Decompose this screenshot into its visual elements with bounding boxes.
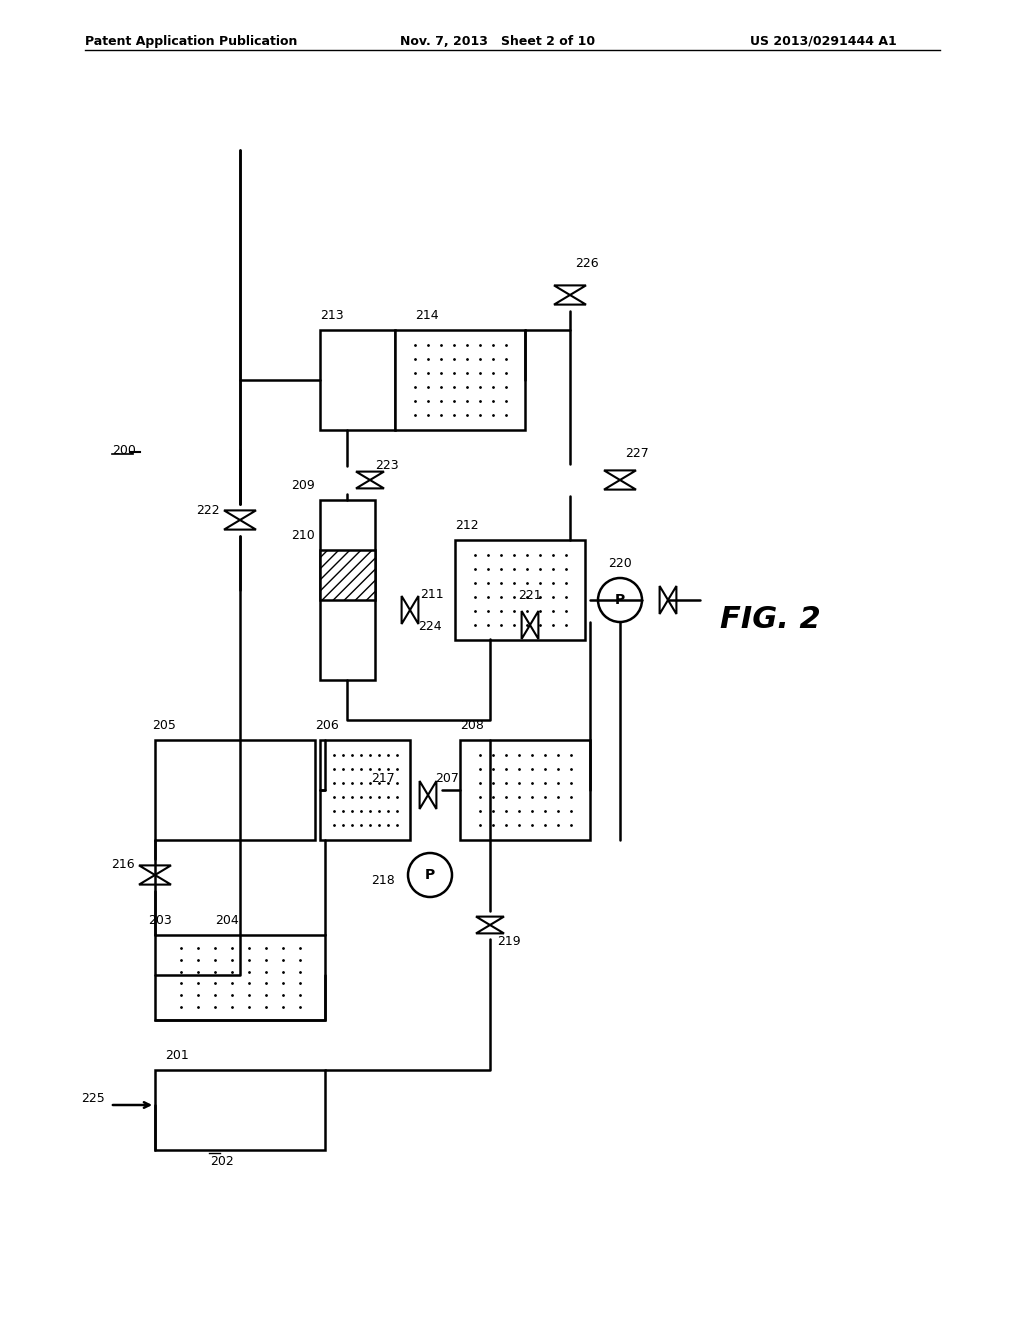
Text: 208: 208 [460, 719, 484, 733]
Text: Nov. 7, 2013   Sheet 2 of 10: Nov. 7, 2013 Sheet 2 of 10 [400, 36, 595, 48]
Text: 213: 213 [319, 309, 344, 322]
Text: 225: 225 [81, 1092, 105, 1105]
Polygon shape [356, 480, 384, 488]
Polygon shape [139, 866, 171, 875]
Polygon shape [604, 480, 636, 490]
Bar [395, 330, 525, 430]
Circle shape [408, 853, 452, 898]
Text: P: P [614, 593, 625, 607]
Text: 219: 219 [497, 935, 520, 948]
Text: 209: 209 [291, 479, 315, 492]
Text: FIG. 2: FIG. 2 [720, 606, 821, 635]
FancyBboxPatch shape [155, 741, 315, 840]
Polygon shape [224, 520, 256, 529]
Polygon shape [420, 781, 428, 809]
Polygon shape [476, 925, 504, 933]
Text: 207: 207 [435, 772, 459, 785]
Text: 227: 227 [625, 447, 649, 459]
Polygon shape [410, 597, 419, 624]
Polygon shape [224, 511, 256, 520]
Text: 222: 222 [197, 503, 220, 516]
Bar [155, 935, 325, 1020]
Text: 218: 218 [372, 874, 395, 887]
Polygon shape [428, 781, 436, 809]
Text: 204: 204 [215, 913, 239, 927]
Text: 201: 201 [165, 1049, 188, 1063]
Text: 221: 221 [518, 589, 542, 602]
Polygon shape [554, 285, 586, 294]
Text: 205: 205 [152, 719, 176, 733]
Circle shape [598, 578, 642, 622]
Polygon shape [476, 916, 504, 925]
Text: 212: 212 [455, 519, 478, 532]
Text: 211: 211 [420, 587, 443, 601]
Polygon shape [604, 470, 636, 480]
FancyBboxPatch shape [319, 550, 375, 601]
Text: US 2013/0291444 A1: US 2013/0291444 A1 [750, 36, 897, 48]
FancyBboxPatch shape [319, 330, 395, 430]
Text: 202: 202 [210, 1155, 233, 1168]
Text: 200: 200 [112, 444, 136, 457]
Text: 216: 216 [112, 858, 135, 871]
Polygon shape [139, 875, 171, 884]
Text: 226: 226 [575, 257, 599, 271]
Polygon shape [659, 586, 668, 614]
FancyBboxPatch shape [155, 1071, 325, 1150]
Text: 223: 223 [375, 459, 398, 473]
Text: Patent Application Publication: Patent Application Publication [85, 36, 297, 48]
Polygon shape [554, 294, 586, 305]
Bar [455, 540, 585, 640]
Polygon shape [401, 597, 410, 624]
Text: P: P [425, 869, 435, 882]
Polygon shape [521, 611, 530, 639]
Bar [319, 741, 410, 840]
Polygon shape [530, 611, 539, 639]
Text: 210: 210 [291, 529, 315, 543]
Text: 214: 214 [415, 309, 438, 322]
Text: 220: 220 [608, 557, 632, 570]
Polygon shape [356, 471, 384, 480]
Text: 224: 224 [418, 620, 441, 634]
Text: 203: 203 [148, 913, 172, 927]
FancyBboxPatch shape [319, 500, 375, 680]
Text: 217: 217 [372, 772, 395, 785]
Polygon shape [668, 586, 677, 614]
Bar [460, 741, 590, 840]
Text: 206: 206 [315, 719, 339, 733]
